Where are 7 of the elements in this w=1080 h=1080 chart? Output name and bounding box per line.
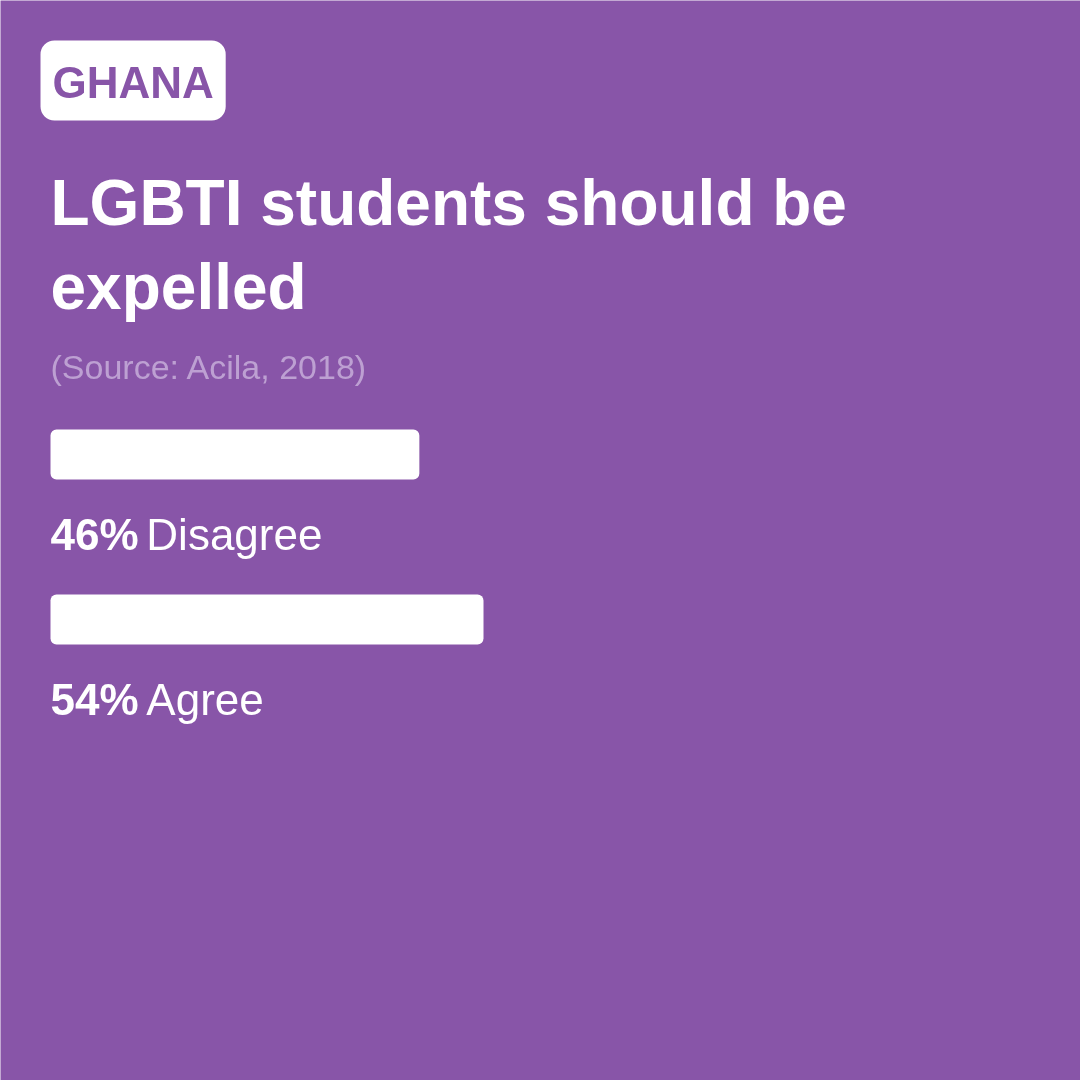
text: (Source: Acila, 2018)	[50, 347, 367, 386]
data-label: 54%	[50, 675, 139, 724]
y-tick-label: Disagree	[146, 510, 323, 559]
chart-title: LGBTI students should be expelled	[50, 166, 847, 323]
y-tick-label: Agree	[146, 675, 264, 724]
chart-subtitle: GHANA	[52, 58, 214, 107]
data-label: 46%	[50, 510, 139, 559]
